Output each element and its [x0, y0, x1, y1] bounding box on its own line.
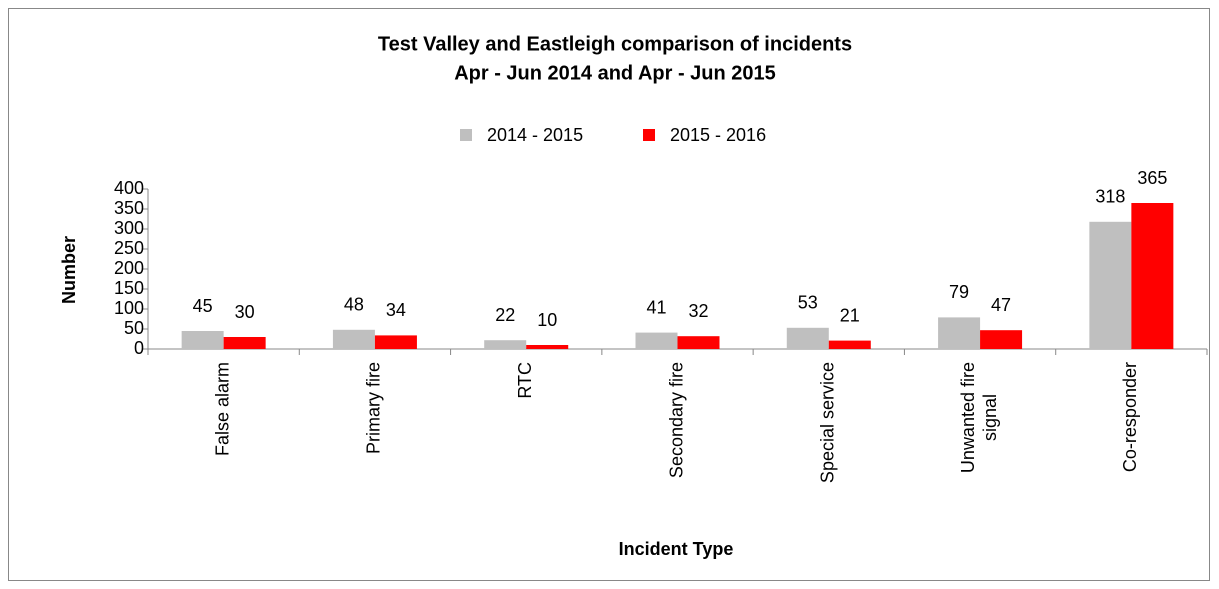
x-tick-label: Secondary fire — [666, 362, 686, 478]
x-axis-title: Incident Type — [619, 539, 734, 559]
bar — [828, 340, 871, 349]
y-tick-label: 50 — [124, 318, 144, 338]
chart-title: Test Valley and Eastleigh comparison of … — [378, 33, 852, 55]
x-tick-label: Primary fire — [364, 362, 384, 454]
y-tick-label: 400 — [114, 178, 144, 198]
x-tick-label: False alarm — [212, 362, 232, 456]
bar — [786, 327, 829, 349]
legend-label: 2014 - 2015 — [487, 125, 583, 145]
chart-subtitle: Apr - Jun 2014 and Apr - Jun 2015 — [454, 62, 776, 84]
bar — [484, 340, 527, 349]
bar — [1131, 203, 1174, 349]
bar — [635, 332, 678, 349]
x-tick-label: Co-responder — [1120, 362, 1140, 472]
bar — [938, 317, 981, 349]
y-tick-label: 350 — [114, 198, 144, 218]
bar — [1089, 221, 1132, 349]
bar — [332, 329, 375, 349]
bar — [526, 345, 569, 349]
bar — [677, 336, 720, 349]
x-tick-label: Unwanted fire signal — [958, 362, 1000, 473]
legend-swatch — [643, 129, 655, 141]
y-tick-label: 150 — [114, 278, 144, 298]
bar — [181, 331, 224, 349]
value-label: 10 — [537, 310, 557, 330]
value-label: 41 — [646, 297, 666, 317]
bar — [223, 337, 266, 349]
value-label: 22 — [495, 305, 515, 325]
value-label: 318 — [1095, 187, 1125, 207]
x-tick-label: Special service — [818, 362, 838, 483]
value-label: 48 — [344, 295, 364, 315]
y-tick-label: 0 — [134, 338, 144, 358]
y-tick-label: 200 — [114, 258, 144, 278]
value-label: 79 — [949, 282, 969, 302]
y-tick-label: 250 — [114, 238, 144, 258]
legend-swatch — [460, 129, 472, 141]
value-label: 32 — [688, 301, 708, 321]
value-label: 34 — [386, 300, 406, 320]
value-label: 47 — [991, 295, 1011, 315]
x-tick-label: RTC — [515, 362, 535, 399]
chart-frame — [8, 8, 1210, 581]
y-tick-label: 100 — [114, 298, 144, 318]
bar — [374, 335, 417, 349]
value-label: 30 — [235, 302, 255, 322]
value-label: 21 — [840, 305, 860, 325]
y-axis-title: Number — [59, 236, 79, 304]
value-label: 365 — [1137, 168, 1167, 188]
value-label: 53 — [798, 293, 818, 313]
value-label: 45 — [193, 296, 213, 316]
bar — [980, 330, 1023, 349]
y-tick-label: 300 — [114, 218, 144, 238]
legend-label: 2015 - 2016 — [670, 125, 766, 145]
